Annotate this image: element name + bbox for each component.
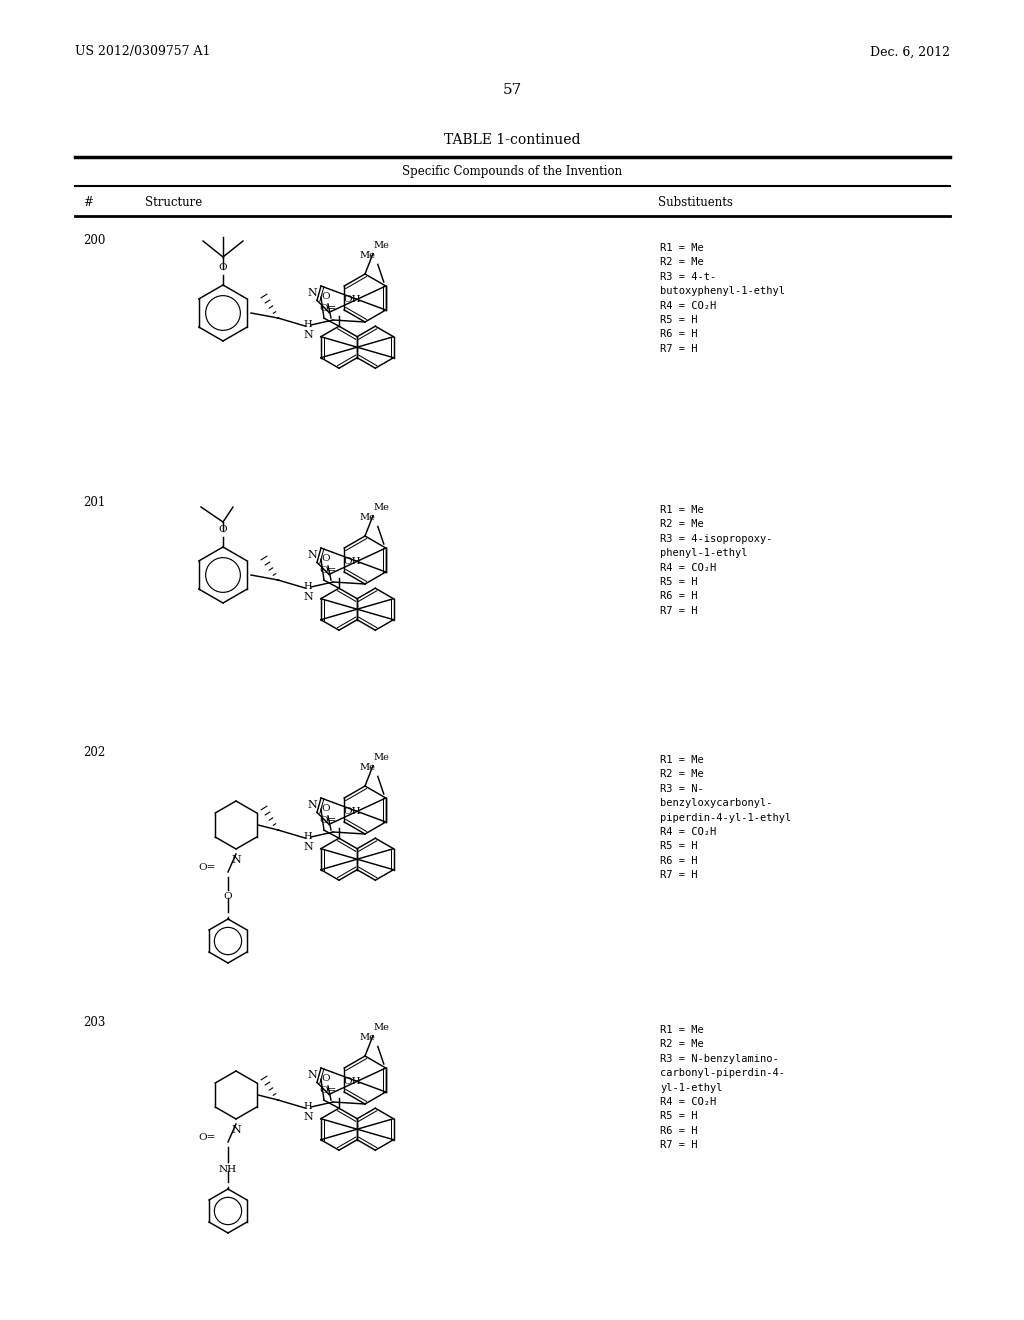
Text: Me: Me xyxy=(359,1034,376,1043)
Text: O=: O= xyxy=(319,1085,337,1094)
Text: N: N xyxy=(303,591,313,602)
Text: TABLE 1-continued: TABLE 1-continued xyxy=(443,133,581,147)
Text: 201: 201 xyxy=(83,495,105,508)
Text: #: # xyxy=(83,197,93,210)
Text: O: O xyxy=(322,804,331,813)
Text: R1 = Me
R2 = Me
R3 = N-benzylamino-
carbonyl-piperdin-4-
yl-1-ethyl
R4 = CO₂H
R5: R1 = Me R2 = Me R3 = N-benzylamino- carb… xyxy=(660,1026,785,1150)
Text: N: N xyxy=(303,1111,313,1122)
Text: N: N xyxy=(231,855,241,865)
Text: H: H xyxy=(304,1102,312,1111)
Text: Me: Me xyxy=(373,752,389,762)
Text: Me: Me xyxy=(373,1023,389,1032)
Text: O=: O= xyxy=(199,1133,216,1142)
Text: R1 = Me
R2 = Me
R3 = N-
benzyloxycarbonyl-
piperdin-4-yl-1-ethyl
R4 = CO₂H
R5 = : R1 = Me R2 = Me R3 = N- benzyloxycarbony… xyxy=(660,755,792,880)
Text: 57: 57 xyxy=(503,83,521,96)
Text: Me: Me xyxy=(373,240,389,249)
Text: O: O xyxy=(322,554,331,564)
Text: 203: 203 xyxy=(83,1015,105,1028)
Text: US 2012/0309757 A1: US 2012/0309757 A1 xyxy=(75,45,211,58)
Text: O: O xyxy=(219,525,227,535)
Text: Dec. 6, 2012: Dec. 6, 2012 xyxy=(870,45,950,58)
Text: O: O xyxy=(219,263,227,272)
Text: H: H xyxy=(304,832,312,841)
Text: N: N xyxy=(307,288,317,298)
Text: N: N xyxy=(307,1071,317,1080)
Text: O: O xyxy=(322,292,331,301)
Text: Me: Me xyxy=(373,503,389,512)
Text: O=: O= xyxy=(319,566,337,574)
Text: N: N xyxy=(307,550,317,560)
Text: Me: Me xyxy=(359,513,376,523)
Text: N: N xyxy=(307,800,317,810)
Text: OH: OH xyxy=(343,808,360,816)
Text: O: O xyxy=(322,1074,331,1082)
Text: N: N xyxy=(303,330,313,341)
Text: 200: 200 xyxy=(83,234,105,247)
Text: O: O xyxy=(223,892,232,902)
Text: Specific Compounds of the Invention: Specific Compounds of the Invention xyxy=(402,165,622,178)
Text: Me: Me xyxy=(359,763,376,772)
Text: O=: O= xyxy=(319,816,337,825)
Text: O=: O= xyxy=(199,862,216,871)
Text: N: N xyxy=(303,842,313,851)
Text: Structure: Structure xyxy=(145,197,203,210)
Text: Me: Me xyxy=(359,251,376,260)
Text: Substituents: Substituents xyxy=(658,197,733,210)
Text: O=: O= xyxy=(319,304,337,313)
Text: OH: OH xyxy=(343,557,360,566)
Text: 202: 202 xyxy=(83,746,105,759)
Text: OH: OH xyxy=(343,296,360,304)
Text: R1 = Me
R2 = Me
R3 = 4-t-
butoxyphenyl-1-ethyl
R4 = CO₂H
R5 = H
R6 = H
R7 = H: R1 = Me R2 = Me R3 = 4-t- butoxyphenyl-1… xyxy=(660,243,785,354)
Text: R1 = Me
R2 = Me
R3 = 4-isopropoxy-
phenyl-1-ethyl
R4 = CO₂H
R5 = H
R6 = H
R7 = H: R1 = Me R2 = Me R3 = 4-isopropoxy- pheny… xyxy=(660,506,772,616)
Text: N: N xyxy=(231,1125,241,1135)
Text: OH: OH xyxy=(343,1077,360,1086)
Text: H: H xyxy=(304,582,312,591)
Text: NH: NH xyxy=(219,1166,238,1173)
Text: H: H xyxy=(304,319,312,329)
